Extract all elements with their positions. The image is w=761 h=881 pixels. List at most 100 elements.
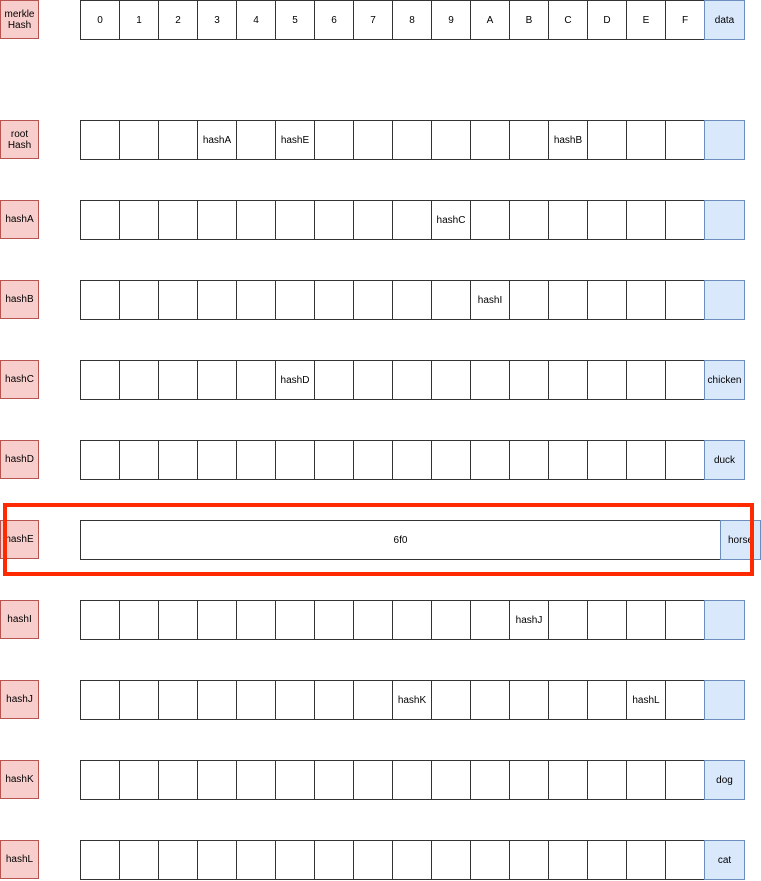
slot-cell bbox=[197, 440, 237, 480]
slot-cell bbox=[548, 200, 588, 240]
slot-cell bbox=[665, 120, 705, 160]
slot-cell bbox=[197, 600, 237, 640]
slot-cell bbox=[275, 280, 315, 320]
slot-cell bbox=[353, 200, 393, 240]
slot-cell bbox=[275, 200, 315, 240]
node-label: hashC bbox=[0, 360, 39, 399]
slot-cell bbox=[470, 840, 510, 880]
slot-cell: hashK bbox=[392, 680, 432, 720]
slot-cell bbox=[80, 680, 120, 720]
node-label: hashJ bbox=[0, 680, 39, 719]
slot-cell bbox=[587, 840, 627, 880]
slot-cell bbox=[80, 840, 120, 880]
slot-cell bbox=[314, 120, 354, 160]
node-row: hashJ bbox=[80, 600, 745, 640]
index-cell-1: 1 bbox=[119, 0, 159, 40]
slot-cell bbox=[80, 760, 120, 800]
slot-cell bbox=[197, 280, 237, 320]
node-row: dog bbox=[80, 760, 745, 800]
slot-cell bbox=[119, 200, 159, 240]
node-label: hashI bbox=[0, 600, 39, 639]
slot-cell bbox=[119, 360, 159, 400]
slot-cell bbox=[665, 600, 705, 640]
slot-cell bbox=[392, 120, 432, 160]
slot-cell bbox=[665, 360, 705, 400]
slot-cell bbox=[665, 200, 705, 240]
slot-cell: hashA bbox=[197, 120, 237, 160]
slot-cell bbox=[431, 600, 471, 640]
slot-cell bbox=[275, 600, 315, 640]
slot-cell bbox=[236, 440, 276, 480]
node-row: hashA hashE hashB bbox=[80, 120, 745, 160]
slot-cell bbox=[626, 840, 666, 880]
index-cell-0: 0 bbox=[80, 0, 120, 40]
slot-cell: hashI bbox=[470, 280, 510, 320]
data-cell: duck bbox=[704, 440, 745, 480]
index-cell-C: C bbox=[548, 0, 588, 40]
index-cell-B: B bbox=[509, 0, 549, 40]
slot-cell bbox=[509, 680, 549, 720]
header-label: merkle Hash bbox=[0, 0, 39, 39]
slot-cell bbox=[509, 840, 549, 880]
slot-cell bbox=[392, 360, 432, 400]
slot-cell bbox=[158, 680, 198, 720]
slot-cell bbox=[80, 200, 120, 240]
index-cell-5: 5 bbox=[275, 0, 315, 40]
slot-cell bbox=[626, 280, 666, 320]
slot-cell: hashB bbox=[548, 120, 588, 160]
slot-cell bbox=[197, 360, 237, 400]
data-cell bbox=[704, 200, 745, 240]
slot-cell bbox=[314, 600, 354, 640]
slot-cell bbox=[80, 360, 120, 400]
data-cell: horse bbox=[720, 520, 761, 560]
slot-cell bbox=[431, 680, 471, 720]
node-row: hashD chicken bbox=[80, 360, 745, 400]
index-cell-9: 9 bbox=[431, 0, 471, 40]
slot-cell bbox=[314, 440, 354, 480]
slot-cell bbox=[431, 280, 471, 320]
node-row: cat bbox=[80, 840, 745, 880]
slot-cell bbox=[509, 760, 549, 800]
slot-cell bbox=[119, 600, 159, 640]
slot-cell bbox=[470, 120, 510, 160]
slot-cell bbox=[470, 440, 510, 480]
slot-cell bbox=[509, 280, 549, 320]
slot-cell bbox=[314, 760, 354, 800]
slot-cell bbox=[197, 760, 237, 800]
node-label: hashE bbox=[0, 520, 39, 559]
slot-cell bbox=[119, 680, 159, 720]
slot-cell bbox=[158, 600, 198, 640]
slot-cell bbox=[236, 760, 276, 800]
node-label: root Hash bbox=[0, 120, 39, 159]
slot-cell bbox=[626, 440, 666, 480]
slot-cell bbox=[314, 840, 354, 880]
slot-cell bbox=[158, 120, 198, 160]
slot-cell bbox=[548, 840, 588, 880]
index-cell-D: D bbox=[587, 0, 627, 40]
data-cell: chicken bbox=[704, 360, 745, 400]
slot-cell bbox=[275, 680, 315, 720]
slot-cell bbox=[80, 600, 120, 640]
node-row: 6f0 horse bbox=[80, 520, 761, 560]
slot-cell bbox=[470, 600, 510, 640]
slot-cell bbox=[431, 360, 471, 400]
node-label: hashB bbox=[0, 280, 39, 319]
slot-cell bbox=[509, 200, 549, 240]
slot-cell bbox=[353, 360, 393, 400]
data-cell: dog bbox=[704, 760, 745, 800]
data-cell bbox=[704, 280, 745, 320]
slot-cell bbox=[275, 760, 315, 800]
slot-cell bbox=[587, 680, 627, 720]
index-cell-E: E bbox=[626, 0, 666, 40]
node-row: duck bbox=[80, 440, 745, 480]
slot-cell: hashJ bbox=[509, 600, 549, 640]
slot-cell bbox=[587, 360, 627, 400]
slot-cell: hashE bbox=[275, 120, 315, 160]
slot-cell bbox=[626, 600, 666, 640]
node-label: hashK bbox=[0, 760, 39, 799]
index-cell-A: A bbox=[470, 0, 510, 40]
data-cell bbox=[704, 120, 745, 160]
slot-cell bbox=[470, 200, 510, 240]
slot-cell bbox=[314, 280, 354, 320]
